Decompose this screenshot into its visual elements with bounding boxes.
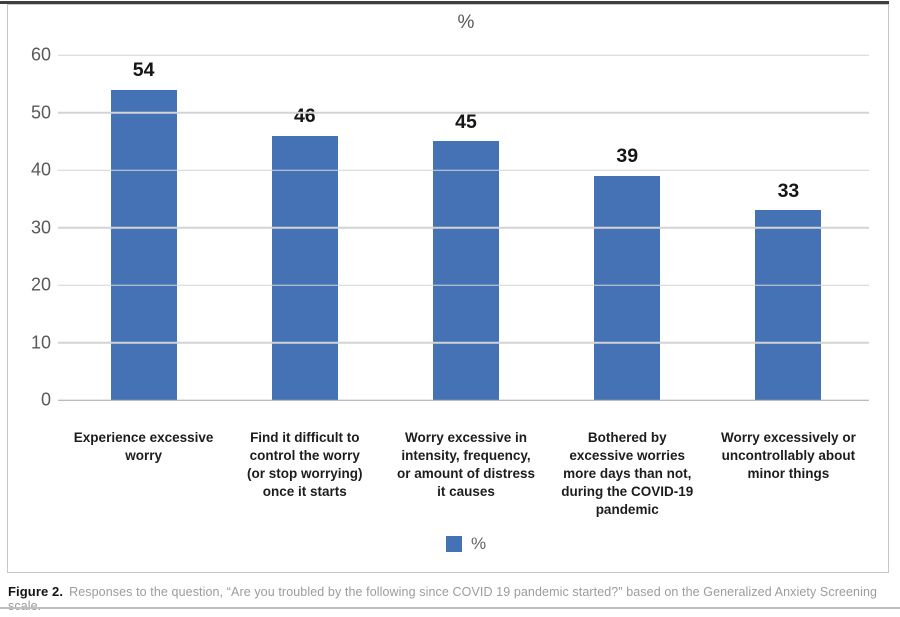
bar: [433, 141, 499, 400]
bar-value-label: 54: [132, 59, 155, 81]
legend-series-label: %: [470, 534, 487, 553]
gridline: [58, 399, 869, 401]
x-axis-category-label: Worry excessively or uncontrollably abou…: [720, 430, 856, 482]
gridline: [58, 284, 869, 286]
chart-container: % 54 46 45 39 33 0 10 20 30 40 50 60 Experience ex…: [7, 4, 889, 573]
bar-value-label: 46: [293, 105, 316, 127]
chart-legend: %: [63, 535, 869, 552]
figure-caption: Figure 2. Responses to the question, “Are…: [8, 584, 894, 613]
bar: [271, 135, 338, 400]
bars-row: 54 46 45 39 33: [63, 55, 869, 400]
y-axis-tick-label: 60: [30, 44, 51, 65]
bar-slot: 46: [224, 55, 385, 400]
bar-value-label: 45: [455, 110, 477, 133]
figure-caption-label: Figure 2.: [8, 584, 64, 599]
plot-area: 54 46 45 39 33 0 10 20 30 40 50 60: [31, 46, 869, 409]
bar-value-label: 33: [777, 179, 800, 202]
bar-slot: 45: [385, 55, 546, 400]
gridline: [58, 169, 869, 171]
bar-slot: 39: [547, 55, 708, 400]
bar-slot: 54: [63, 55, 224, 400]
y-axis-tick-label: 20: [30, 274, 51, 295]
gridline: [58, 226, 869, 229]
x-axis-category-label: Find it difficult to control the worry (…: [247, 430, 363, 500]
y-axis-tick-label: 50: [30, 102, 51, 123]
x-axis-category-labels: Experience excessive worry Find it diffic…: [63, 429, 869, 519]
gridline: [58, 341, 869, 344]
y-axis-tick-label: 40: [30, 159, 51, 180]
chart-title: %: [457, 12, 475, 33]
top-rule: [0, 1, 889, 4]
bar-value-label: 39: [616, 145, 639, 168]
y-axis-tick-label: 30: [30, 217, 51, 238]
y-axis-tick-label: 0: [40, 389, 51, 410]
figure-caption-text: Responses to the question, “Are you trou…: [8, 585, 878, 613]
gridline: [58, 111, 869, 114]
bar: [594, 175, 661, 400]
x-axis-category-label: Bothered by excessive worries more days …: [561, 430, 694, 518]
bottom-rule: [0, 607, 900, 609]
bar: [755, 210, 822, 400]
gridline: [58, 54, 869, 56]
bar-slot: 33: [708, 55, 869, 400]
x-axis-category-label: Worry excessive in intensity, frequency,…: [396, 430, 536, 500]
y-axis-tick-label: 10: [30, 332, 51, 353]
x-axis-category-label: Experience excessive worry: [73, 430, 214, 464]
legend-color-swatch: [445, 535, 462, 552]
bar: [110, 89, 177, 400]
